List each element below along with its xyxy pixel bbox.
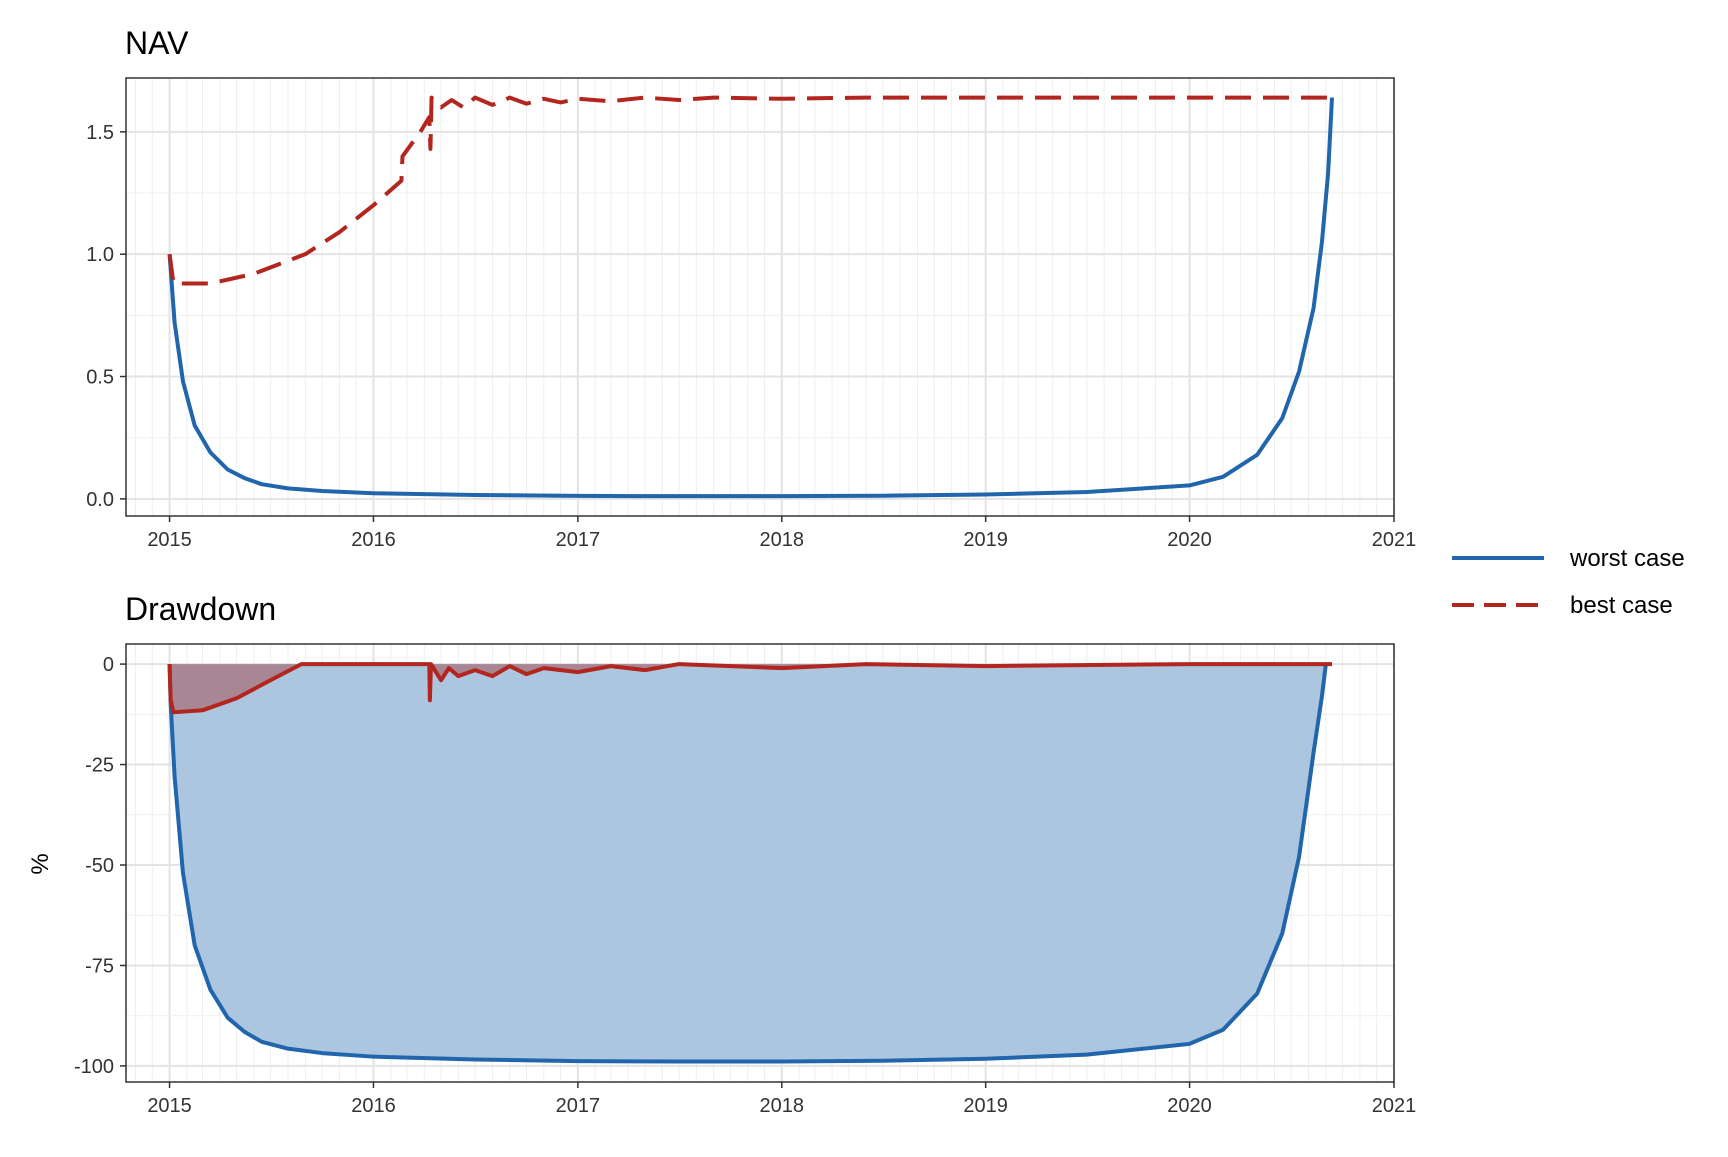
- legend-label-best-case: best case: [1570, 592, 1673, 619]
- legend-item-worst-case: worst case: [1452, 545, 1685, 572]
- drawdown-y-tick-label: -75: [85, 955, 114, 977]
- nav-y-axis: 0.0 0.5 1.0 1.5: [86, 122, 126, 511]
- nav-plot-border: [125, 77, 1395, 517]
- nav-x-tick-label: 2018: [760, 529, 805, 551]
- drawdown-y-axis: 0 -25 -50 -75 -100: [74, 654, 126, 1078]
- nav-x-tick-label: 2019: [963, 529, 1008, 551]
- nav-plot-background: [126, 78, 1394, 516]
- nav-x-tick-label: 2020: [1167, 529, 1212, 551]
- nav-line-best-case: [167, 95, 1332, 286]
- nav-x-tick-label: 2017: [556, 529, 601, 551]
- nav-x-tick-label: 2015: [147, 529, 192, 551]
- legend-label-worst-case: worst case: [1569, 545, 1685, 572]
- drawdown-panel-title: Drawdown: [125, 591, 276, 627]
- drawdown-fills: [169, 664, 1332, 1062]
- drawdown-x-tick-label: 2021: [1372, 1095, 1417, 1117]
- nav-y-tick-label: 1.5: [86, 122, 114, 144]
- drawdown-x-tick-label: 2018: [760, 1095, 805, 1117]
- nav-x-axis: 2015 2016 2017 2018 2019 2020 2021: [147, 516, 1416, 551]
- drawdown-x-tick-label: 2017: [556, 1095, 601, 1117]
- nav-y-tick-label: 0.0: [86, 489, 114, 511]
- drawdown-line-worst-case: [167, 663, 1328, 1064]
- drawdown-y-tick-label: 0: [103, 654, 114, 676]
- nav-y-tick-label: 0.5: [86, 367, 114, 389]
- drawdown-lines: [167, 662, 1332, 1064]
- drawdown-x-tick-label: 2016: [351, 1095, 396, 1117]
- drawdown-y-tick-label: -25: [85, 755, 114, 777]
- nav-x-tick-label: 2021: [1372, 529, 1417, 551]
- nav-x-tick-label: 2016: [351, 529, 396, 551]
- drawdown-y-axis-label: %: [27, 853, 54, 874]
- nav-line-worst-case: [167, 97, 1334, 499]
- drawdown-y-tick-label: -50: [85, 855, 114, 877]
- legend-item-best-case: best case: [1452, 592, 1673, 619]
- nav-y-tick-label: 1.0: [86, 244, 114, 266]
- drawdown-y-tick-label: -100: [74, 1056, 114, 1078]
- nav-lines: [167, 95, 1334, 499]
- drawdown-line-best-case: [167, 662, 1332, 715]
- nav-panel: NAV 2015 2016 2017 2018 2019 2020 2021 0.0 0.5 1…: [86, 25, 1416, 551]
- legend: worst case best case: [1452, 545, 1685, 619]
- drawdown-plot-border: [125, 643, 1395, 1083]
- drawdown-area-best-case: [169, 664, 1332, 713]
- nav-panel-title: NAV: [125, 25, 189, 61]
- drawdown-area-worst-case: [169, 664, 1326, 1062]
- drawdown-x-tick-label: 2019: [963, 1095, 1008, 1117]
- drawdown-x-tick-label: 2020: [1167, 1095, 1212, 1117]
- drawdown-x-axis: 2015 2016 2017 2018 2019 2020 2021: [147, 1082, 1416, 1117]
- drawdown-x-tick-label: 2015: [147, 1095, 192, 1117]
- drawdown-panel: Drawdown 2015 2016 2017 2018 2019 2020 2021 0 -…: [27, 591, 1416, 1117]
